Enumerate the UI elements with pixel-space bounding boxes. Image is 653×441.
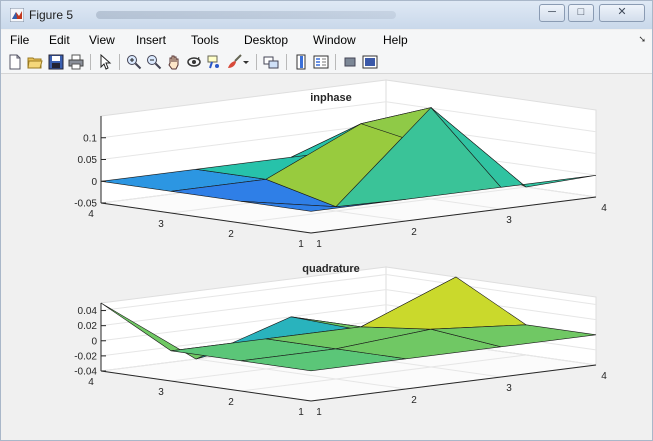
figure-toolbar xyxy=(1,50,652,74)
title-bar-blur xyxy=(96,11,396,19)
z-tick-label: 0.04 xyxy=(78,306,98,317)
minimize-button[interactable]: ─ xyxy=(539,4,565,22)
menu-help[interactable]: Help xyxy=(383,33,408,47)
z-tick-label: -0.04 xyxy=(74,367,97,378)
menu-overflow-icon[interactable]: ➘ xyxy=(638,34,646,44)
z-tick-label: 0.02 xyxy=(78,321,98,332)
y-tick-label: 1 xyxy=(298,239,304,250)
x-tick-label: 2 xyxy=(411,227,417,238)
menu-view[interactable]: View xyxy=(89,33,115,47)
rotate-3d-icon[interactable] xyxy=(185,53,203,71)
window-title: Figure 5 xyxy=(29,8,74,22)
y-tick-label: 1 xyxy=(298,407,304,418)
toolbar-separator xyxy=(256,54,257,70)
menu-desktop[interactable]: Desktop xyxy=(244,33,289,47)
save-icon[interactable] xyxy=(47,53,65,71)
link-plot-icon[interactable] xyxy=(262,53,280,71)
zoom-out-icon[interactable] xyxy=(145,53,163,71)
y-tick-label: 2 xyxy=(228,229,234,240)
figure-canvas[interactable]: inphase -0.05 0 0.05 0.1 1 2 3 4 1 2 3 4 quadrature -… xyxy=(11,76,645,435)
pan-hand-icon[interactable] xyxy=(165,53,183,71)
surface-face[interactable] xyxy=(430,324,597,348)
z-tick-label: 0 xyxy=(91,336,97,347)
legend-icon[interactable] xyxy=(312,53,330,71)
grid-line xyxy=(195,358,407,390)
y-tick-label: 4 xyxy=(88,377,94,388)
y-axis-line xyxy=(100,202,312,234)
x-tick-label: 1 xyxy=(316,239,322,250)
menu-insert[interactable]: Insert xyxy=(136,33,167,47)
axes-inphase[interactable]: inphase -0.05 0 0.05 0.1 1 2 3 4 1 2 3 4 xyxy=(74,79,607,250)
z-tick-label: -0.05 xyxy=(74,199,97,210)
z-tick-label: 0 xyxy=(91,177,97,188)
menu-bar: File Edit View Insert Tools Desktop Wind… xyxy=(1,30,652,50)
brush-icon[interactable] xyxy=(225,53,243,71)
y-tick-label: 3 xyxy=(158,387,164,398)
open-file-icon[interactable] xyxy=(26,53,44,71)
show-plot-tools-icon[interactable] xyxy=(361,53,379,71)
x-tick-label: 3 xyxy=(506,383,512,394)
print-icon[interactable] xyxy=(67,53,85,71)
plot-title: inphase xyxy=(310,92,352,104)
close-button[interactable]: ✕ xyxy=(599,4,645,22)
surface-face[interactable] xyxy=(430,107,597,188)
x-tick-label: 2 xyxy=(411,395,417,406)
zoom-in-icon[interactable] xyxy=(125,53,143,71)
hide-plot-tools-icon[interactable] xyxy=(341,53,359,71)
y-tick-label: 3 xyxy=(158,219,164,230)
menu-tools[interactable]: Tools xyxy=(191,33,220,47)
y-tick-label: 4 xyxy=(88,209,94,220)
toolbar-separator xyxy=(286,54,287,70)
menu-file[interactable]: File xyxy=(10,33,30,47)
plot-title: quadrature xyxy=(302,263,359,275)
toolbar-separator xyxy=(335,54,336,70)
grid-line xyxy=(240,354,527,392)
surface-plots[interactable]: inphase -0.05 0 0.05 0.1 1 2 3 4 1 2 3 4 quadrature -… xyxy=(11,76,645,435)
toolbar-separator xyxy=(119,54,120,70)
maximize-button[interactable]: □ xyxy=(568,4,594,22)
x-axis-line xyxy=(310,196,597,234)
menu-window[interactable]: Window xyxy=(313,33,356,47)
matlab-logo-icon xyxy=(10,8,24,22)
colorbar-icon[interactable] xyxy=(292,53,310,71)
z-grid-line xyxy=(100,289,597,327)
x-tick-label: 4 xyxy=(601,203,607,214)
toolbar-separator xyxy=(90,54,91,70)
y-axis-line xyxy=(100,370,312,402)
z-grid-line xyxy=(100,274,597,312)
title-bar[interactable]: Figure 5 ─ □ ✕ xyxy=(1,1,652,29)
axes-quadrature[interactable]: quadrature -0.04 -0.02 0 0.02 0.04 1 2 3 4 1 2 3 4 xyxy=(74,263,607,418)
x-tick-label: 1 xyxy=(316,407,322,418)
z-grid-line xyxy=(100,101,597,139)
z-tick-label: 0.05 xyxy=(78,155,98,166)
menu-edit[interactable]: Edit xyxy=(49,33,70,47)
brush-dropdown-icon[interactable] xyxy=(241,53,251,71)
z-tick-label: -0.02 xyxy=(74,351,97,362)
x-axis-line xyxy=(310,364,597,402)
data-cursor-icon[interactable] xyxy=(205,53,223,71)
y-tick-label: 2 xyxy=(228,397,234,408)
x-tick-label: 3 xyxy=(506,215,512,226)
z-tick-label: 0.1 xyxy=(83,133,97,144)
new-figure-icon[interactable] xyxy=(6,53,24,71)
grid-line xyxy=(240,186,527,224)
x-tick-label: 4 xyxy=(601,371,607,382)
pointer-icon[interactable] xyxy=(96,53,114,71)
